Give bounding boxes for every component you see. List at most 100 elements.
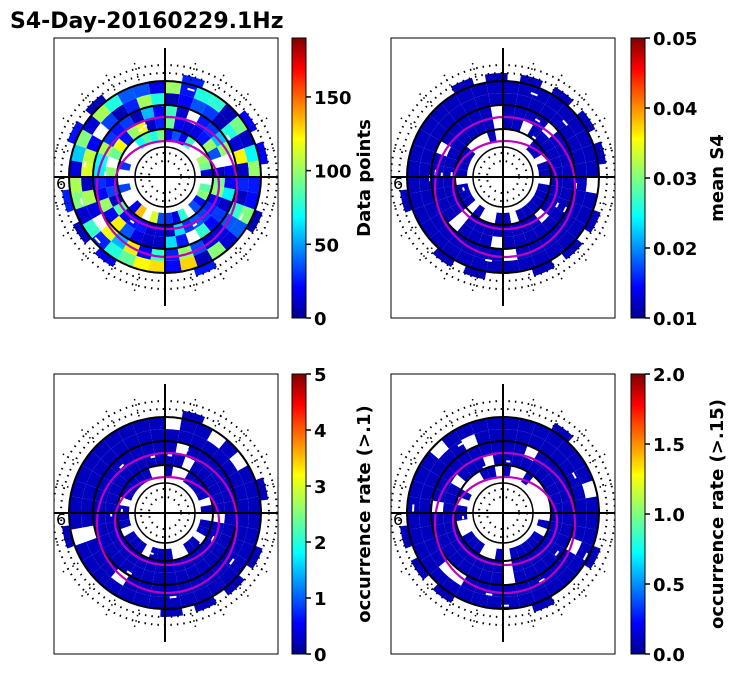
heatmap-cell — [517, 82, 536, 99]
colorbar-tick-label: 5 — [314, 365, 327, 386]
colorbar-label: Data points — [354, 119, 375, 237]
heatmap-cell — [113, 474, 129, 489]
local-time-spoke — [251, 226, 272, 239]
heatmap-cell — [517, 418, 536, 435]
heatmap-cell — [165, 259, 182, 273]
heatmap-cell — [140, 233, 155, 248]
local-time-spoke — [132, 58, 140, 81]
heatmap-cell — [165, 105, 178, 118]
heatmap-cell — [109, 215, 127, 233]
heatmap-cell — [156, 212, 165, 226]
local-time-spoke — [58, 562, 79, 575]
heatmap-cell — [557, 439, 577, 459]
heatmap-cell — [179, 255, 198, 272]
heatmap-cell — [135, 218, 149, 234]
local-time-spoke — [470, 273, 478, 296]
heatmap-cell — [117, 86, 137, 105]
heatmap-cell — [81, 115, 101, 135]
heatmap-cell — [70, 144, 87, 163]
ring-label: 6 — [393, 510, 403, 529]
local-time-spoke — [441, 263, 454, 284]
heatmap-cell — [503, 212, 512, 226]
heatmap-cell — [503, 224, 514, 238]
heatmap-cell — [559, 523, 574, 538]
heatmap-cell — [412, 205, 431, 225]
local-time-spoke — [396, 115, 417, 128]
local-time-spoke — [190, 58, 198, 81]
heatmap-cell — [515, 544, 527, 559]
heatmap-cell — [585, 160, 599, 177]
local-time-spoke — [599, 482, 615, 488]
heatmap-cell — [247, 177, 261, 194]
local-time-spoke — [190, 609, 198, 632]
heatmap-cell — [82, 148, 98, 165]
heatmap-cell — [92, 549, 110, 567]
heatmap-cell — [575, 129, 594, 149]
heatmap-cell — [482, 117, 495, 132]
local-time-spoke — [261, 202, 278, 209]
heatmap-cells — [61, 74, 269, 277]
heatmap-cell — [430, 213, 448, 231]
heatmap-cell — [196, 189, 211, 201]
heatmap-cell — [430, 123, 448, 141]
heatmap-cell — [567, 115, 587, 135]
heatmap-cell — [429, 231, 449, 251]
heatmap-cell — [430, 459, 448, 477]
heatmap-cell — [103, 241, 123, 261]
heatmap-cell — [193, 260, 217, 277]
heatmap-cell — [171, 210, 182, 225]
heatmap-cell — [545, 429, 565, 449]
heatmap-cell — [126, 549, 141, 565]
colorbar: 0.01 0.02 0.03 0.04 0.05 mean S4 — [630, 29, 728, 330]
heatmap-cell — [132, 591, 151, 608]
heatmap-cell — [154, 116, 165, 130]
local-time-spoke — [235, 247, 252, 264]
heatmap-cell — [473, 218, 487, 234]
heatmap-cell — [567, 451, 587, 471]
heatmap-cell — [408, 527, 425, 546]
panel-bottom-right: 6 — [391, 384, 615, 642]
heatmap-cell — [198, 183, 213, 194]
heatmap-cell — [511, 222, 524, 237]
heatmap-cell — [559, 187, 574, 202]
heatmap-cell — [429, 567, 449, 587]
heatmap-cell — [203, 215, 221, 233]
heatmap-cell — [531, 596, 555, 613]
heatmap-cell — [148, 129, 159, 144]
heatmap-cell — [548, 185, 563, 198]
heatmap-cell — [135, 456, 149, 472]
sample-gap — [183, 448, 189, 452]
local-time-spoke — [573, 247, 590, 264]
heatmap-cell — [132, 255, 151, 272]
heatmap-cell — [152, 105, 165, 118]
heatmap-cell — [464, 125, 479, 141]
heatmap-cell — [219, 567, 239, 587]
local-time-spoke — [58, 226, 79, 239]
heatmap-cell — [117, 585, 137, 604]
heatmap-cell — [441, 93, 461, 113]
heatmap-cell — [165, 224, 176, 238]
colorbar-tick-label: 2.0 — [653, 365, 685, 386]
local-time-spoke — [78, 426, 95, 443]
heatmap-cell — [492, 452, 503, 466]
heatmap-cell — [470, 255, 489, 272]
heatmap-cell — [165, 572, 178, 585]
sample-gap — [582, 552, 589, 561]
heatmap-cell — [575, 205, 594, 225]
heatmap-cell — [581, 191, 598, 210]
heatmap-cell — [181, 120, 195, 136]
heatmap-cell — [92, 459, 110, 477]
local-time-spoke — [78, 90, 95, 107]
sample-gap — [562, 119, 569, 127]
heatmap-cell — [245, 545, 263, 569]
heatmap-cell — [446, 193, 462, 207]
heatmap-cell — [488, 429, 503, 443]
heatmap-cell — [583, 209, 601, 233]
heatmap-cell — [573, 498, 587, 513]
heatmap-cell — [511, 453, 524, 468]
heatmap-cell — [511, 117, 524, 132]
heatmap-cell — [255, 477, 269, 501]
heatmap-cell — [533, 467, 549, 483]
local-time-spoke — [235, 583, 252, 600]
